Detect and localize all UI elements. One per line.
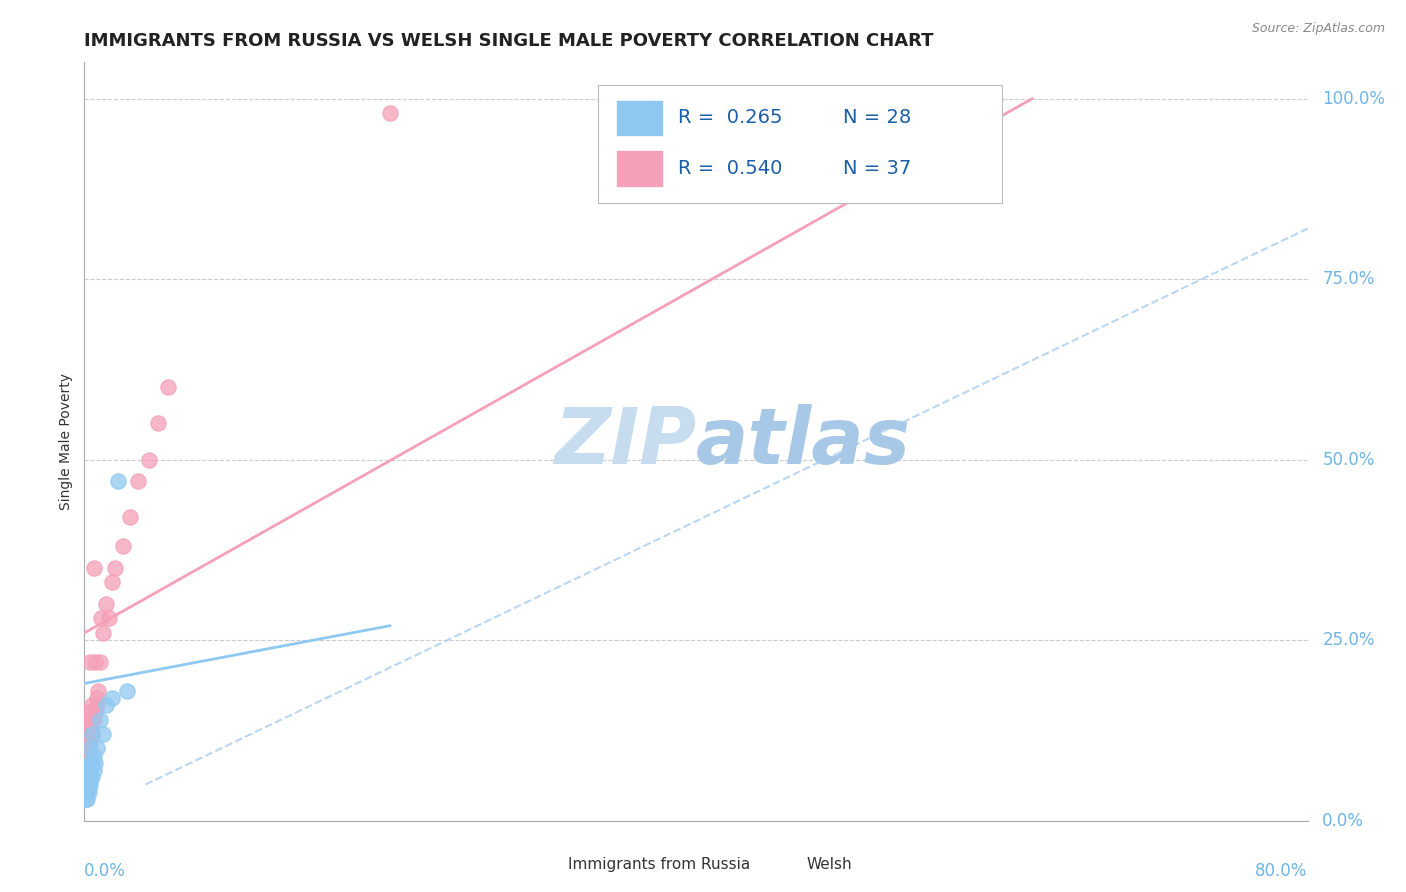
Point [87, 683, 110, 698]
Text: R =  0.265: R = 0.265 [678, 108, 782, 128]
Text: IMMIGRANTS FROM RUSSIA VS WELSH SINGLE MALE POVERTY CORRELATION CHART: IMMIGRANTS FROM RUSSIA VS WELSH SINGLE M… [84, 32, 934, 50]
Point [380, 106, 402, 120]
Point [77, 706, 100, 720]
Point [75, 741, 97, 756]
Point [77, 763, 100, 777]
Point [83, 713, 105, 727]
Point [84, 655, 107, 669]
Point [86, 741, 108, 756]
Text: 0.0%: 0.0% [84, 863, 127, 880]
Point [86, 690, 108, 705]
Point [75, 792, 97, 806]
Point [76, 778, 98, 792]
Point [111, 539, 134, 553]
Point [76, 734, 98, 748]
Point [83, 763, 105, 777]
Point [80, 756, 103, 770]
Point [77, 785, 100, 799]
Y-axis label: Single Male Poverty: Single Male Poverty [59, 373, 73, 510]
Text: N = 28: N = 28 [842, 108, 911, 128]
Text: 0.0%: 0.0% [1322, 812, 1364, 830]
Point [76, 785, 98, 799]
Point [77, 720, 100, 734]
Text: 100.0%: 100.0% [1322, 89, 1385, 108]
Point [80, 713, 103, 727]
Text: atlas: atlas [696, 403, 911, 480]
Point [76, 741, 98, 756]
Point [107, 475, 129, 489]
Text: 75.0%: 75.0% [1322, 270, 1375, 288]
Point [89, 655, 111, 669]
Point [80, 698, 103, 712]
Text: ZIP: ZIP [554, 403, 696, 480]
Point [101, 690, 124, 705]
Point [77, 734, 100, 748]
Bar [537, 854, 564, 876]
Point [91, 626, 114, 640]
Point [75, 778, 97, 792]
Bar [616, 151, 664, 186]
Point [77, 778, 100, 792]
Point [80, 727, 103, 741]
Text: Immigrants from Russia: Immigrants from Russia [568, 857, 749, 872]
Text: 25.0%: 25.0% [1322, 632, 1375, 649]
Point [77, 770, 100, 784]
Bar [616, 100, 664, 136]
Point [75, 785, 97, 799]
Point [76, 770, 98, 784]
Point [79, 778, 101, 792]
Point [76, 720, 98, 734]
Point [104, 561, 127, 575]
Point [94, 698, 117, 712]
Point [84, 756, 107, 770]
Point [89, 713, 111, 727]
Point [86, 698, 108, 712]
Point [79, 734, 101, 748]
Text: N = 37: N = 37 [842, 159, 911, 178]
Point [83, 561, 105, 575]
Point [97, 611, 120, 625]
Point [146, 417, 169, 431]
Point [83, 748, 105, 763]
Point [76, 792, 98, 806]
Point [75, 727, 97, 741]
Point [138, 452, 160, 467]
Point [115, 683, 138, 698]
Point [79, 770, 101, 784]
Point [120, 510, 142, 524]
Point [80, 727, 103, 741]
Point [91, 727, 114, 741]
Point [79, 756, 101, 770]
Text: R =  0.540: R = 0.540 [678, 159, 782, 178]
Point [80, 770, 103, 784]
Point [157, 380, 180, 394]
Point [94, 597, 117, 611]
Point [101, 575, 124, 590]
Bar [776, 854, 803, 876]
Text: Welsh: Welsh [806, 857, 852, 872]
Point [79, 741, 101, 756]
Point [90, 611, 112, 625]
Point [84, 706, 107, 720]
Text: 80.0%: 80.0% [1256, 863, 1308, 880]
Text: Source: ZipAtlas.com: Source: ZipAtlas.com [1251, 22, 1385, 36]
Point [79, 720, 101, 734]
Point [75, 713, 97, 727]
FancyBboxPatch shape [598, 85, 1002, 202]
Point [127, 475, 149, 489]
Text: 50.0%: 50.0% [1322, 450, 1375, 468]
Point [77, 741, 100, 756]
Point [79, 655, 101, 669]
